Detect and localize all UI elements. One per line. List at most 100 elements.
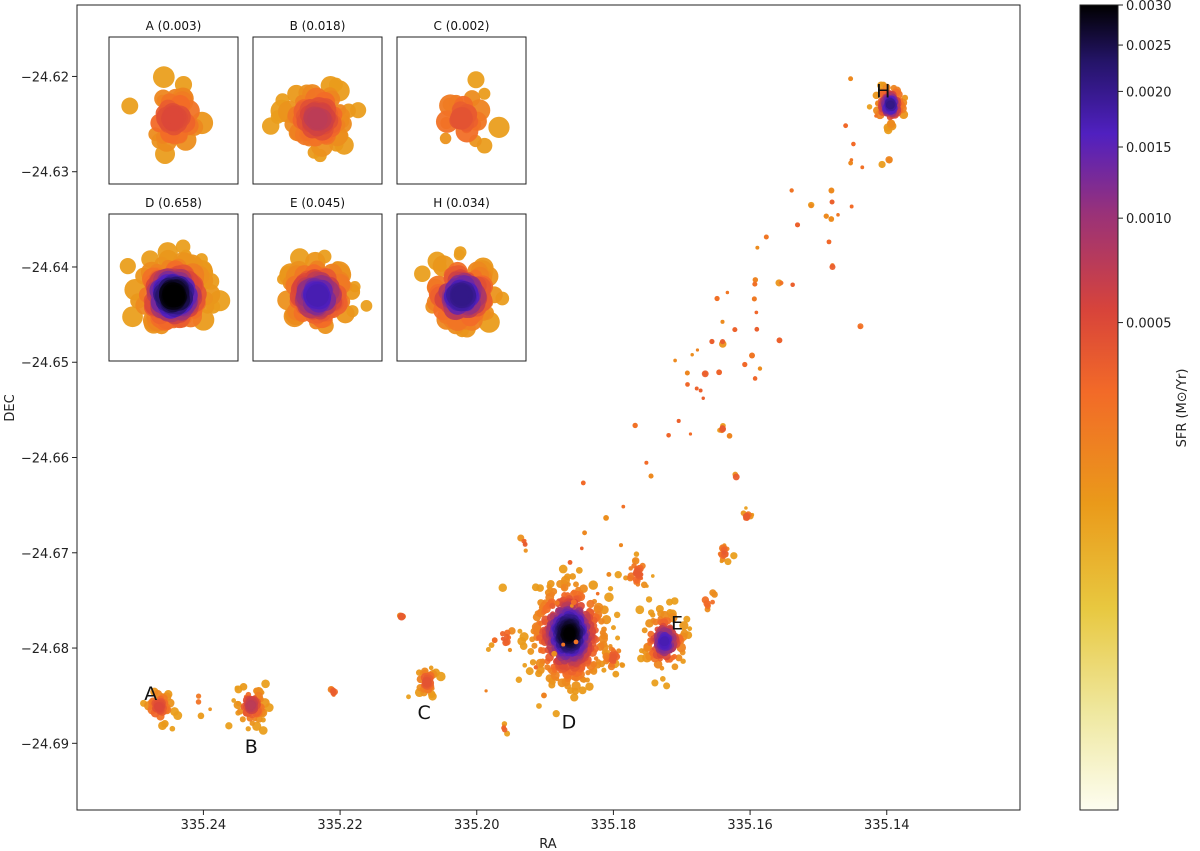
sfr-point [245,726,251,732]
sfr-point [439,132,452,145]
sfr-point [261,679,270,689]
inset-points [414,246,510,338]
sfr-point [719,425,726,433]
sfr-point [663,682,671,690]
y-tick-label: −24.67 [21,547,69,562]
sfr-point [533,623,542,632]
sfr-point [569,573,577,580]
sfr-point [306,284,329,307]
sfr-point [828,187,835,194]
sfr-point [823,213,829,219]
inset-panels: A (0.003) B (0.018) C (0.002) D (0.658) E (0… [108,19,527,362]
sfr-point [695,348,700,352]
sfr-point [165,287,182,304]
clump-points [396,612,407,621]
sfr-point [623,575,629,581]
clump-points [614,551,655,589]
sfr-point [650,574,655,578]
sfr-point [558,564,568,574]
inset-title: H (0.034) [433,196,490,210]
region-c-points [406,665,446,701]
sfr-point [848,160,854,166]
clump-points [878,156,893,169]
sfr-point [714,295,720,302]
sfr-point [565,630,573,638]
sfr-point [633,551,640,557]
sfr-point [551,650,557,657]
sfr-point [499,631,506,637]
sfr-point [755,245,760,250]
x-tick-label: 335.18 [591,818,637,833]
sfr-point [569,603,574,608]
sfr-point [615,635,621,641]
clump-points [701,589,718,613]
region-e-points [637,596,693,690]
inset-title: C (0.002) [434,19,490,33]
sfr-point [119,258,136,275]
sfr-point [504,638,509,644]
inset-a: A (0.003) [108,19,239,185]
inset-frame [252,213,383,362]
sfr-point [886,101,894,109]
colorbar [1079,4,1119,811]
sfr-point [570,599,577,606]
clump-points [701,370,709,378]
inset-points [277,248,373,335]
sfr-point [612,670,620,678]
sfr-point [666,432,671,438]
sfr-point [609,653,618,662]
filament-points [484,76,878,699]
x-axis: 335.24 335.22 335.20 335.18 335.16 335.14 [181,810,910,833]
sfr-point [742,513,750,520]
region-h-points [866,81,909,135]
inset-frame [108,36,239,185]
sfr-point [239,683,248,691]
sfr-point [645,596,653,603]
sfr-point [170,707,179,716]
sfr-point [231,698,237,703]
sfr-point [607,585,614,592]
y-axis-label: DEC [3,394,18,421]
sfr-point [397,612,406,621]
sfr-point [454,288,469,304]
sfr-point [719,338,726,345]
sfr-point [752,376,758,381]
sfr-point [808,203,814,209]
sfr-point [414,265,431,283]
sfr-point [627,572,635,580]
sfr-point [726,433,733,439]
sfr-point [872,91,881,100]
sfr-point [595,591,600,596]
sfr-point [571,681,581,691]
sfr-point [517,628,523,634]
sfr-point [536,703,542,709]
sfr-point [330,688,336,695]
inset-c: C (0.002) [396,19,527,185]
sfr-point [684,370,690,376]
sfr-point [724,558,732,566]
clump-points [717,543,738,566]
sfr-point [523,541,527,546]
sfr-point [776,337,783,344]
sfr-point [529,659,537,666]
sfr-point [575,566,583,574]
sfr-point [498,583,507,592]
sfr-point [582,530,587,536]
sfr-point [843,123,849,129]
region-label-h: H [876,81,890,103]
sfr-point [685,382,690,387]
sfr-point [235,700,242,707]
sfr-point [613,611,621,619]
sfr-point [225,722,233,730]
sfr-point [669,655,676,661]
sfr-point [866,104,873,110]
y-tick-label: −24.65 [21,356,69,371]
sfr-point [690,353,694,357]
sfr-point [428,665,434,671]
sfr-point [634,570,641,578]
sfr-point [701,370,709,378]
inset-title: D (0.658) [145,196,202,210]
clump-points [501,721,511,737]
sfr-point [161,720,169,728]
sfr-point [585,669,591,676]
